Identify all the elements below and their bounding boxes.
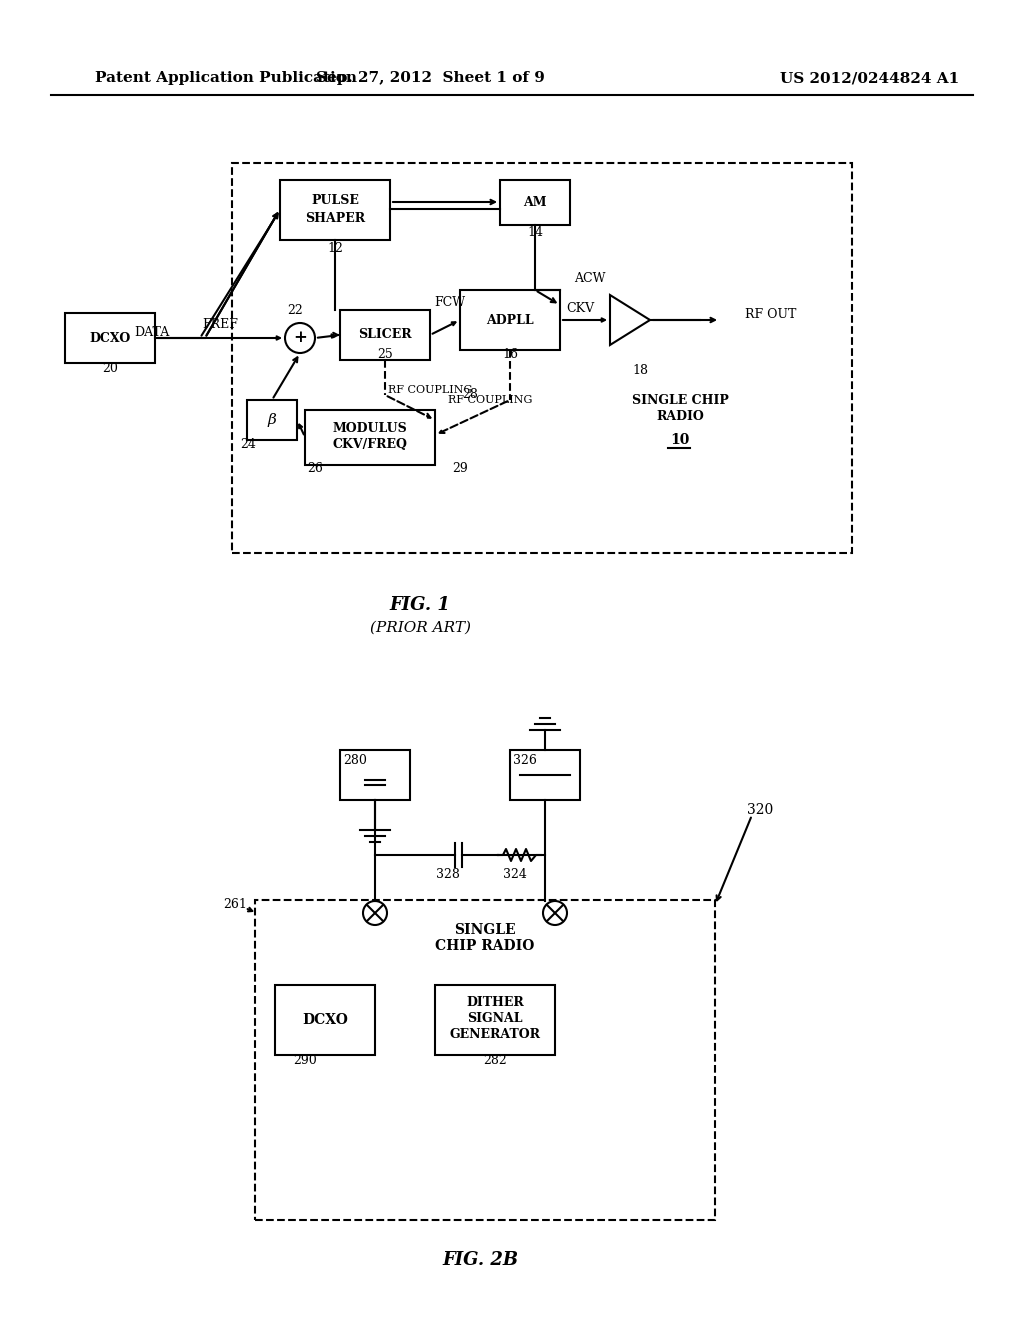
Text: (PRIOR ART): (PRIOR ART) [370,620,470,635]
Text: 261: 261 [223,899,247,912]
Text: 29: 29 [453,462,468,474]
Text: MODULUS: MODULUS [333,421,408,434]
Bar [232,162,852,553]
Text: Sep. 27, 2012  Sheet 1 of 9: Sep. 27, 2012 Sheet 1 of 9 [315,71,545,84]
Text: 12: 12 [327,242,343,255]
Text: β: β [267,413,276,426]
Text: 10: 10 [671,433,690,447]
Text: 14: 14 [527,226,543,239]
Text: FIG. 1: FIG. 1 [389,597,451,614]
Text: FREF: FREF [202,318,238,331]
Text: 290: 290 [293,1053,316,1067]
Text: 28: 28 [462,388,478,401]
Text: CKV: CKV [566,301,594,314]
Text: RF COUPLING: RF COUPLING [388,385,472,395]
Text: Patent Application Publication: Patent Application Publication [95,71,357,84]
Text: CKV/FREQ: CKV/FREQ [333,437,408,450]
Text: 328: 328 [436,869,460,882]
Text: SLICER: SLICER [358,329,412,342]
Text: 280: 280 [343,754,367,767]
Text: 24: 24 [240,438,256,451]
Text: 16: 16 [502,348,518,362]
Text: CHIP RADIO: CHIP RADIO [435,939,535,953]
Text: DATA: DATA [135,326,170,339]
Bar [65,313,155,363]
Text: RF OUT: RF OUT [745,309,797,322]
Text: 282: 282 [483,1053,507,1067]
Text: 18: 18 [632,363,648,376]
Text: 22: 22 [287,304,303,317]
Text: SIGNAL: SIGNAL [467,1011,522,1024]
Text: AM: AM [523,195,547,209]
Text: 320: 320 [746,803,773,817]
Text: SINGLE: SINGLE [455,923,516,937]
Text: RF COUPLING: RF COUPLING [447,395,532,405]
Text: DCXO: DCXO [89,331,131,345]
Bar [435,985,555,1055]
Text: 324: 324 [503,869,527,882]
Bar [510,750,580,800]
Bar [280,180,390,240]
Bar [500,180,570,224]
Text: FCW: FCW [434,296,466,309]
Bar [460,290,560,350]
Text: GENERATOR: GENERATOR [450,1027,541,1040]
Text: 20: 20 [102,362,118,375]
Bar [255,900,715,1220]
Bar [247,400,297,440]
Text: US 2012/0244824 A1: US 2012/0244824 A1 [780,71,959,84]
Text: 326: 326 [513,754,537,767]
Text: RADIO: RADIO [656,409,703,422]
Text: PULSE: PULSE [311,194,359,206]
Text: SHAPER: SHAPER [305,211,366,224]
Bar [305,411,435,465]
Text: DITHER: DITHER [466,995,524,1008]
Text: ACW: ACW [574,272,606,285]
Text: FIG. 2B: FIG. 2B [442,1251,518,1269]
Text: SINGLE CHIP: SINGLE CHIP [632,393,728,407]
Bar [340,310,430,360]
Text: 26: 26 [307,462,323,474]
Bar [340,750,410,800]
Text: ADPLL: ADPLL [486,314,534,326]
Text: 25: 25 [377,348,393,362]
Text: DCXO: DCXO [302,1012,348,1027]
Bar [275,985,375,1055]
Text: +: + [293,330,307,346]
